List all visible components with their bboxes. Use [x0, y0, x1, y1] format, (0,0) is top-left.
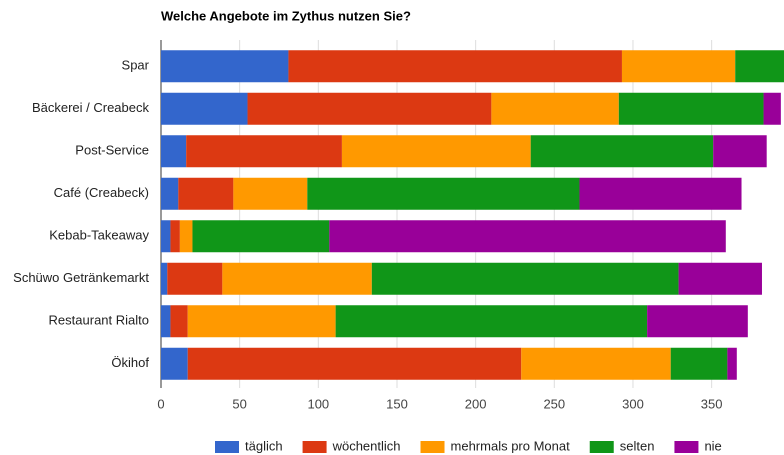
bar-segment: [618, 92, 764, 125]
bar-segment: [247, 92, 492, 125]
x-tick-label: 0: [157, 396, 164, 411]
bar-segment: [161, 50, 289, 83]
bar-segment: [579, 177, 742, 210]
legend-swatch: [215, 441, 239, 453]
y-tick-label: Post-Service: [75, 143, 149, 158]
bar-segment: [161, 305, 171, 338]
bar-segment: [288, 50, 622, 83]
bar-segment: [161, 92, 248, 125]
bar-segment: [763, 92, 781, 125]
x-tick-label: 300: [622, 396, 644, 411]
bar-segment: [678, 262, 762, 295]
bar-segment: [647, 305, 748, 338]
bar-segment: [192, 220, 330, 253]
bar-segment: [233, 177, 308, 210]
bar-segment: [329, 220, 726, 253]
bar-segment: [161, 347, 188, 380]
x-tick-label: 50: [232, 396, 246, 411]
y-tick-label: Kebab-Takeaway: [49, 228, 149, 243]
y-tick-label: Restaurant Rialto: [49, 313, 149, 328]
bar-segment: [186, 135, 342, 168]
legend: täglich wöchentlich mehrmals pro Monat selt…: [215, 438, 722, 453]
legend-label: wöchentlich: [332, 438, 401, 453]
bar-segment: [187, 347, 522, 380]
bar-segment: [621, 50, 736, 83]
bar-segment: [161, 177, 179, 210]
bar-segment: [371, 262, 679, 295]
bar-segment: [161, 220, 171, 253]
bar-segment: [161, 135, 187, 168]
x-tick-label: 200: [465, 396, 487, 411]
bars: [161, 50, 784, 380]
bar-segment: [307, 177, 580, 210]
bar-segment: [167, 262, 223, 295]
bar-segment: [530, 135, 714, 168]
x-tick-label: 350: [701, 396, 723, 411]
legend-swatch: [420, 441, 445, 453]
bar-segment: [187, 305, 336, 338]
bar-segment: [713, 135, 767, 168]
bar-segment: [670, 347, 728, 380]
bar-segment: [335, 305, 648, 338]
x-tick-label: 100: [307, 396, 329, 411]
legend-label: nie: [704, 438, 721, 453]
legend-swatch: [589, 441, 614, 453]
bar-segment: [491, 92, 619, 125]
legend-swatch: [674, 441, 699, 453]
bar-segment: [161, 262, 168, 295]
bar-segment: [341, 135, 531, 168]
bar-segment: [170, 305, 188, 338]
bar-segment: [178, 177, 234, 210]
bar-segment: [727, 347, 737, 380]
legend-label: mehrmals pro Monat: [451, 438, 571, 453]
bar-segment: [179, 220, 193, 253]
legend-label: selten: [620, 438, 655, 453]
labels: 0 50 100 150 200 250 300 350 Spar Bäckerei / Crea…: [13, 58, 722, 412]
bar-segment: [170, 220, 180, 253]
y-tick-label: Café (Creabeck): [54, 185, 149, 200]
y-tick-label: Bäckerei / Creabeck: [32, 100, 150, 115]
y-tick-label: Schüwo Getränkemarkt: [13, 270, 149, 285]
bar-segment: [735, 50, 784, 83]
x-tick-label: 150: [386, 396, 408, 411]
y-tick-label: Ökihof: [111, 355, 149, 370]
y-tick-label: Spar: [122, 58, 150, 73]
legend-label: täglich: [245, 438, 283, 453]
chart-title: Welche Angebote im Zythus nutzen Sie?: [161, 8, 411, 23]
legend-swatch: [302, 441, 327, 453]
x-tick-label: 250: [543, 396, 565, 411]
bar-segment: [222, 262, 372, 295]
bar-segment: [521, 347, 671, 380]
